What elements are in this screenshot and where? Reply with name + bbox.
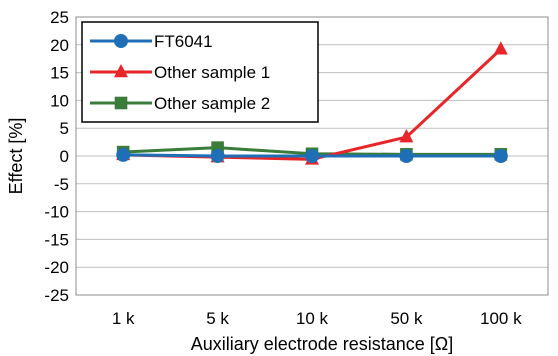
- x-tick-label: 100 k: [480, 309, 522, 328]
- data-point: [493, 41, 508, 55]
- y-tick-label: 5: [60, 119, 69, 138]
- x-tick-label: 1 k: [112, 309, 135, 328]
- legend-label: Other sample 1: [154, 63, 270, 82]
- y-tick-label: -5: [54, 175, 69, 194]
- data-point: [114, 34, 128, 48]
- legend-entry: Other sample 2: [90, 94, 270, 113]
- data-point: [305, 149, 319, 163]
- x-tick-label: 10 k: [296, 309, 329, 328]
- y-tick-label: -25: [44, 286, 69, 305]
- legend-entry: FT6041: [90, 32, 213, 51]
- data-point: [493, 149, 508, 163]
- legend-label: FT6041: [154, 32, 213, 51]
- y-tick-label: 25: [50, 8, 69, 27]
- series-ft6041: [116, 147, 508, 163]
- y-tick-labels: -25 -20 -15 -10 -5 0 5 10 15 20 25: [44, 8, 69, 305]
- data-point: [399, 149, 414, 163]
- y-tick-label: -10: [44, 203, 69, 222]
- y-tick-label: 20: [50, 36, 69, 55]
- data-point: [116, 147, 131, 162]
- y-tick-label: 0: [60, 147, 69, 166]
- x-tick-labels: 1 k 5 k 10 k 50 k 100 k: [112, 309, 522, 328]
- y-axis-title: Effect [%]: [6, 118, 26, 195]
- x-axis-title: Auxiliary electrode resistance [Ω]: [191, 334, 454, 354]
- series-layer: [116, 41, 508, 165]
- legend-entry: Other sample 1: [90, 63, 270, 82]
- y-tick-label: -15: [44, 230, 69, 249]
- x-tick-label: 50 k: [390, 309, 423, 328]
- y-tick-label: -20: [44, 258, 69, 277]
- data-point: [210, 149, 225, 163]
- data-point: [114, 96, 128, 110]
- y-tick-label: 10: [50, 91, 69, 110]
- x-tick-label: 5 k: [206, 309, 229, 328]
- y-tick-label: 15: [50, 64, 69, 83]
- plot-area-frame: [75, 16, 549, 296]
- legend-label: Other sample 2: [154, 94, 270, 113]
- legend: FT6041 Other sample 1 Other sample 2: [81, 21, 319, 123]
- data-point: [399, 129, 414, 143]
- data-point: [114, 63, 128, 78]
